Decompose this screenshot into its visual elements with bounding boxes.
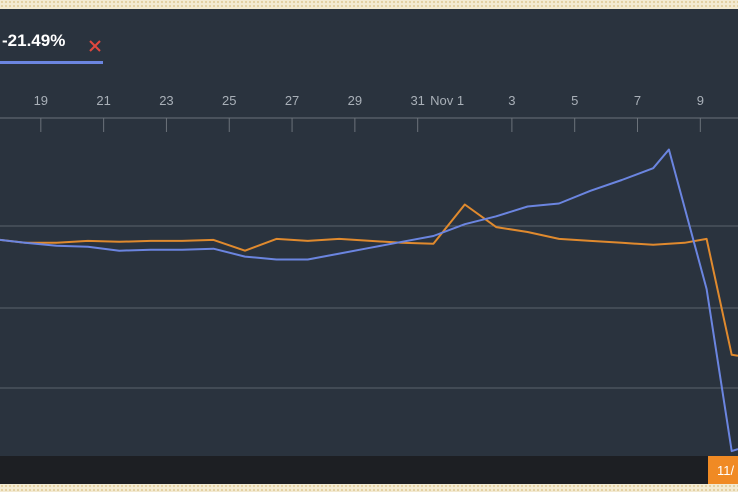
x-tick-label: 23 — [159, 93, 173, 108]
date-badge: 11/ — [708, 456, 738, 484]
x-tick-label: 5 — [571, 93, 578, 108]
x-tick-label: 27 — [285, 93, 299, 108]
x-axis: 19 21 23 25 27 29 31 Nov 1 3 5 7 9 — [34, 93, 704, 132]
series-lines — [0, 148, 738, 453]
series-line-blue — [0, 148, 738, 453]
x-tick-label: 25 — [222, 93, 236, 108]
timeline-scrollbar[interactable] — [0, 456, 738, 484]
legend-value: -21.49% — [2, 31, 66, 50]
x-tick-label: 3 — [508, 93, 515, 108]
x-tick-label: 29 — [348, 93, 362, 108]
legend-series-indicator — [0, 61, 103, 64]
grid-lines — [0, 117, 738, 389]
x-tick-label: Nov 1 — [430, 93, 464, 108]
x-tick-label: 7 — [634, 93, 641, 108]
chart-panel — [0, 9, 738, 456]
series-line-orange — [0, 203, 738, 357]
x-tick-label: 9 — [697, 93, 704, 108]
x-tick-label: 21 — [96, 93, 110, 108]
close-x-icon[interactable] — [86, 37, 104, 55]
x-tick-label: 19 — [34, 93, 48, 108]
x-tick-label: 31 — [410, 93, 424, 108]
